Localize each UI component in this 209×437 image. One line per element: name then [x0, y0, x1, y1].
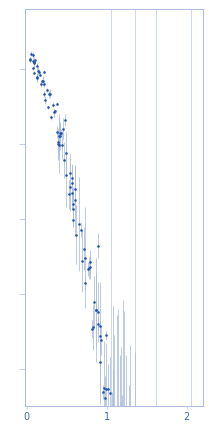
Point [55, 100, 58, 107]
Point [99, 358, 102, 365]
Point [75, 231, 78, 238]
Point [106, 385, 110, 392]
Point [103, 394, 106, 401]
Point [87, 266, 90, 273]
Point [110, 427, 113, 434]
Point [69, 184, 72, 191]
Point [38, 71, 42, 78]
Point [96, 321, 100, 328]
Point [35, 74, 38, 81]
Point [37, 69, 40, 76]
Point [98, 332, 102, 339]
Point [32, 59, 36, 66]
Point [107, 425, 111, 432]
Point [53, 108, 57, 115]
Point [52, 109, 56, 116]
Point [35, 74, 38, 81]
Point [41, 77, 44, 84]
Point [57, 142, 61, 149]
Point [35, 63, 38, 70]
Point [52, 101, 55, 108]
Point [43, 68, 46, 75]
Point [89, 264, 92, 271]
Point [33, 57, 36, 64]
Point [33, 59, 36, 66]
Point [88, 258, 91, 265]
Point [70, 180, 74, 187]
Point [31, 52, 35, 59]
Point [73, 185, 76, 192]
Point [73, 197, 76, 204]
Point [47, 90, 51, 97]
Point [70, 189, 74, 196]
Point [64, 149, 67, 156]
Point [108, 390, 112, 397]
Point [96, 243, 99, 250]
Point [68, 170, 71, 177]
Point [41, 77, 44, 84]
Point [57, 141, 60, 148]
Point [29, 55, 32, 62]
Point [61, 126, 64, 133]
Point [94, 307, 97, 314]
Point [31, 65, 34, 72]
Point [37, 68, 40, 75]
Point [78, 221, 81, 228]
Point [103, 385, 106, 392]
Point [117, 421, 120, 428]
Point [94, 307, 97, 314]
Point [91, 324, 95, 331]
Point [101, 388, 105, 395]
Point [87, 264, 90, 271]
Point [57, 139, 60, 146]
Point [32, 69, 35, 76]
Point [57, 132, 61, 139]
Point [112, 426, 115, 433]
Point [39, 80, 42, 87]
Point [63, 117, 67, 124]
Point [96, 309, 100, 316]
Point [70, 174, 73, 181]
Point [79, 226, 83, 233]
Point [56, 128, 59, 135]
Point [58, 130, 61, 137]
Point [71, 201, 75, 208]
Point [71, 217, 75, 224]
Point [59, 133, 62, 140]
Point [71, 206, 75, 213]
Point [60, 142, 63, 149]
Point [43, 90, 46, 97]
Point [99, 337, 103, 344]
Point [84, 280, 87, 287]
Point [81, 257, 84, 264]
Point [105, 332, 108, 339]
Point [43, 96, 46, 103]
Point [49, 90, 52, 97]
Point [29, 50, 32, 57]
Point [93, 299, 96, 306]
Point [46, 86, 49, 93]
Point [68, 191, 71, 198]
Point [62, 156, 66, 163]
Point [43, 81, 46, 88]
Point [50, 114, 53, 121]
Point [46, 104, 50, 111]
Point [98, 323, 101, 329]
Point [60, 129, 63, 136]
Point [90, 326, 93, 333]
Point [64, 172, 68, 179]
Point [82, 245, 85, 252]
Point [83, 254, 87, 261]
Point [28, 56, 31, 63]
Point [31, 57, 35, 64]
Point [104, 385, 107, 392]
